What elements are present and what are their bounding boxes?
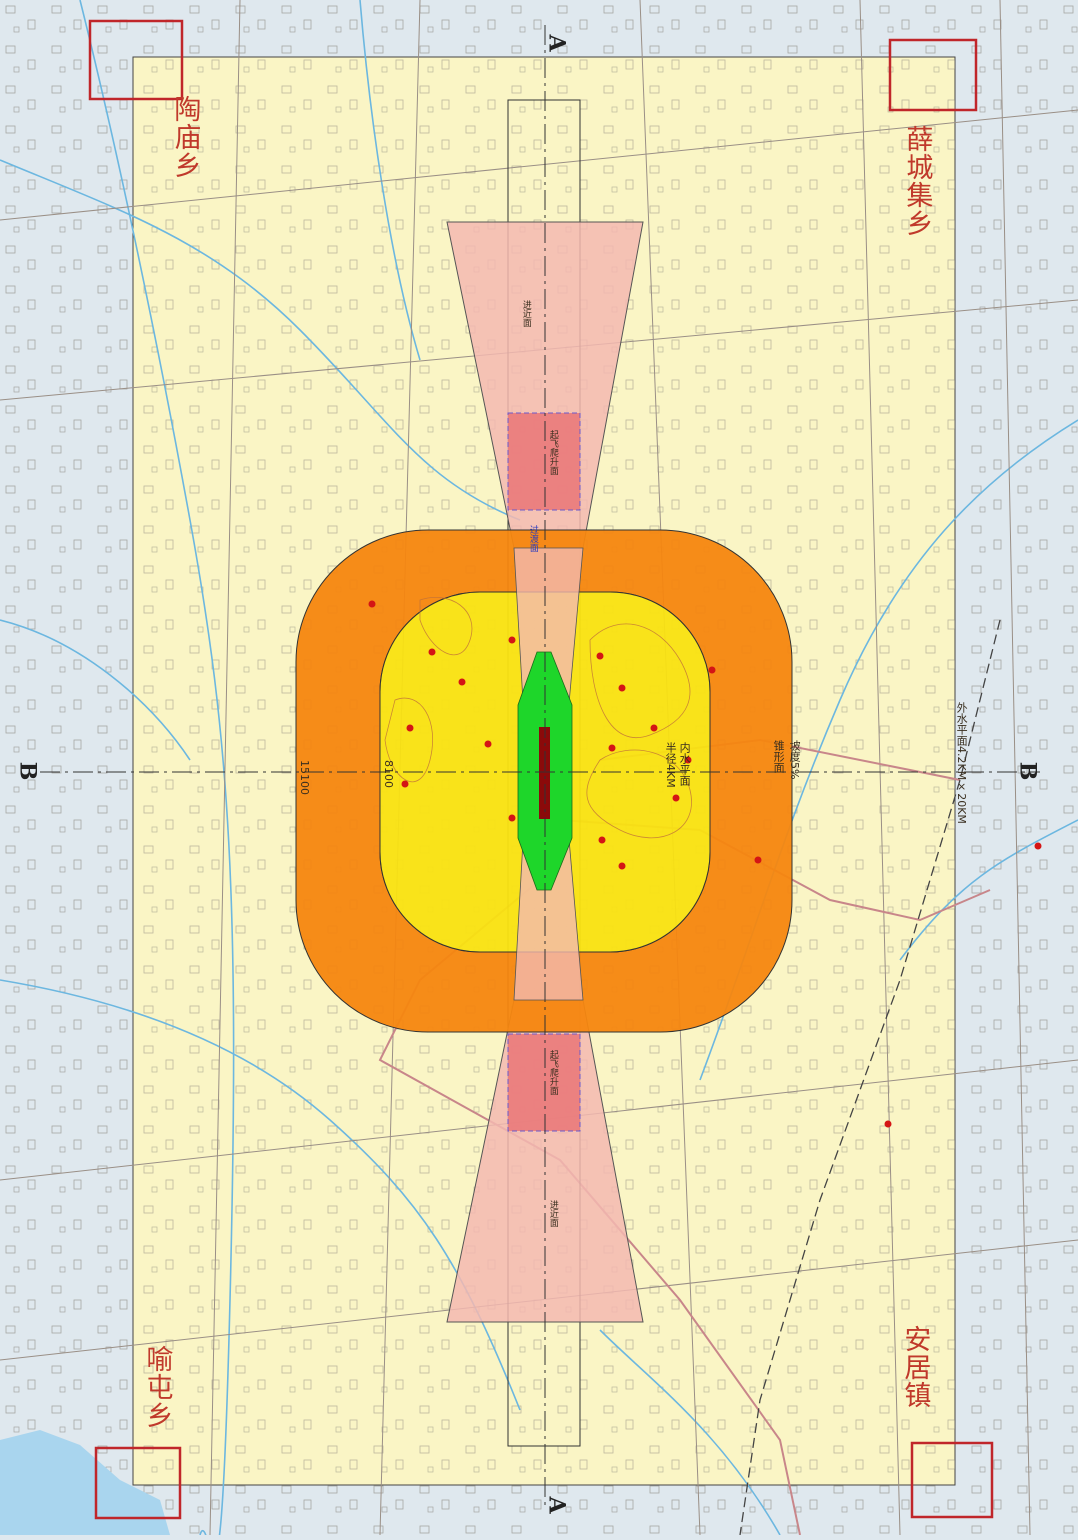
takeoff-climb-south [507,1033,581,1132]
obstacle-marker [428,648,436,656]
obstacle-marker [754,856,762,864]
corner-frame-bottom-right [910,1441,994,1519]
annotation-inner-radius: 半径4KM [664,742,678,788]
township-label-bottom-left: 喻屯乡 [141,1345,173,1429]
obstacle-markers [368,600,1042,1128]
township-label-top-right: 薛城集乡 [901,125,933,237]
obstacle-marker [401,780,409,788]
corner-frame-top-left [88,19,184,101]
section-marker-bottom: A [543,1496,570,1514]
obstacle-marker [596,652,604,660]
annotation-transition: 过渡面 [527,525,538,552]
annotation-dimension-outer: 15100 [298,760,312,795]
section-marker-right: B [1014,761,1041,781]
obstacle-marker [608,744,616,752]
obstacle-marker [508,636,516,644]
annotation-outer-horizontal: 外水平面4.2KM×20KM [955,702,969,824]
obstacle-marker [618,684,626,692]
takeoff-climb-north [507,412,581,511]
obstacle-marker [618,862,626,870]
obstacle-marker [672,794,680,802]
township-label-top-left: 陶庙乡 [169,95,201,179]
obstacle-marker [484,740,492,748]
terrain-contours [384,597,692,839]
annotation-conical: 锥形面 [772,740,786,773]
obstacle-marker [368,600,376,608]
obstacle-marker [598,836,606,844]
corner-frame-top-right [888,38,978,112]
section-marker-top: A [543,34,570,52]
obstacle-marker [406,724,414,732]
annotation-dimension-inner: 8100 [382,760,396,788]
annotation-takeoff-south: 起飞爬升面 [547,1050,558,1095]
runway [539,727,550,819]
township-label-bottom-right: 安居镇 [899,1325,931,1409]
annotation-slope: 坡度5% [788,740,802,780]
obstacle-marker [708,666,716,674]
section-marker-left: B [14,761,41,781]
annotation-approach-north: 进近面 [520,300,531,327]
obstacle-marker [458,678,466,686]
obstacle-marker [884,1120,892,1128]
obstacle-marker [1034,842,1042,850]
obstacle-marker [508,814,516,822]
corner-frame-bottom-left [94,1446,182,1520]
annotation-inner-horizontal: 内水平面 [678,742,692,786]
annotation-approach-south: 进近面 [547,1200,558,1227]
obstacle-marker [650,724,658,732]
annotation-takeoff-north: 起飞爬升面 [547,430,558,475]
obstacle-marker [684,756,692,764]
railway [739,619,1001,1536]
lake [0,1430,170,1535]
